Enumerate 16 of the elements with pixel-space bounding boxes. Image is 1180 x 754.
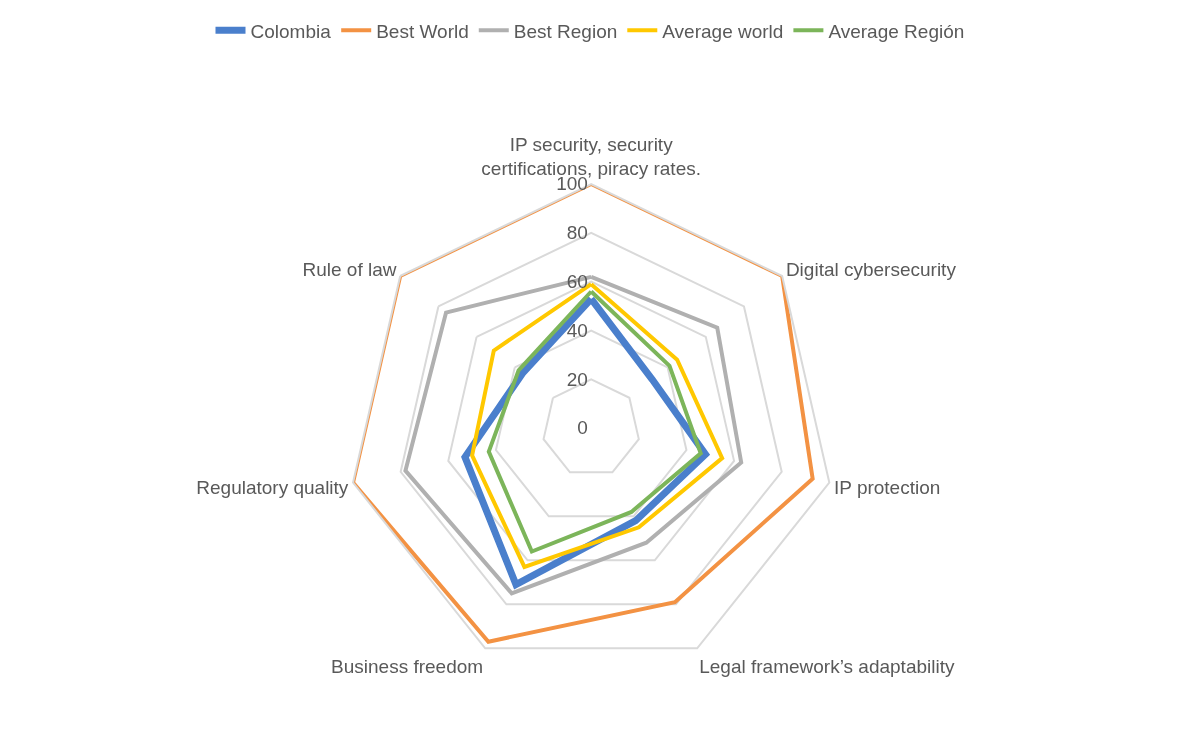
spoke-label: IP protection	[834, 477, 941, 499]
y-tick-label: 0	[577, 417, 588, 439]
spoke-label: Regulatory quality	[196, 477, 349, 499]
y-tick-label: 60	[566, 270, 588, 292]
legend-label: Average world	[662, 20, 784, 42]
legend-label: Average Región	[828, 20, 965, 42]
legend-label: Best Region	[513, 20, 618, 42]
spoke-label: Digital cybersecurity	[785, 258, 957, 280]
spoke-label: Legal framework’s adaptability	[699, 655, 955, 677]
y-tick-label: 40	[566, 319, 588, 341]
spoke-label: Rule of law	[302, 258, 397, 280]
legend-label: Best World	[376, 20, 469, 42]
legend-label: Colombia	[250, 20, 332, 42]
spoke-label: Business freedom	[331, 655, 484, 677]
y-tick-label: 80	[566, 222, 588, 244]
y-tick-label: 20	[566, 368, 588, 390]
